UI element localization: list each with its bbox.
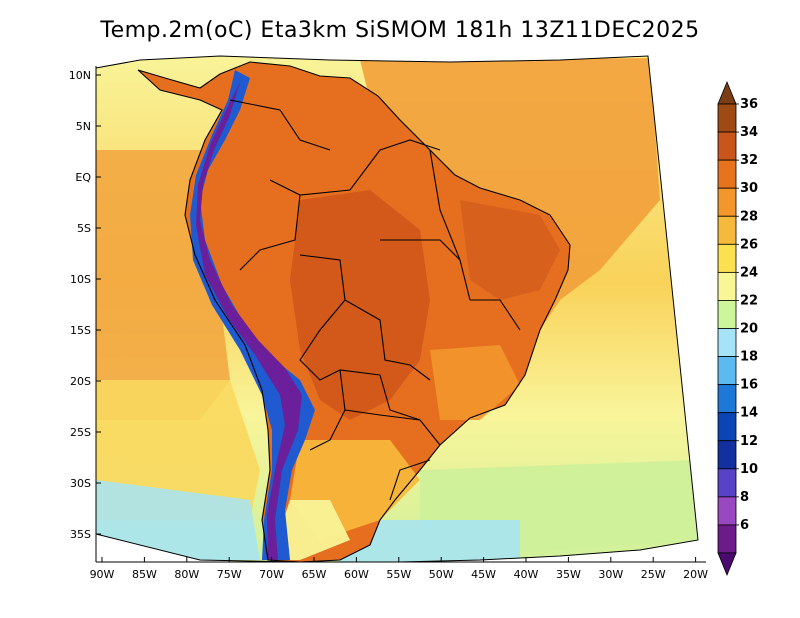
colorbar-swatch <box>717 496 737 526</box>
lon-tick-label: 65W <box>302 568 327 581</box>
lon-tick-label: 70W <box>259 568 284 581</box>
pacific-mid-band <box>96 380 260 520</box>
longitude-axis: 90W 85W 80W 75W 70W 65W 60W 55W 50W 45W 40W 35W 30W 2… <box>90 557 708 581</box>
lat-tick-label: 10S <box>70 273 91 286</box>
latitude-axis: 10N 5N EQ 5S 10S 15S 20S 25S 30S 35S <box>69 69 101 541</box>
colorbar-label: 12 <box>740 434 758 449</box>
colorbar-swatch <box>717 103 737 133</box>
south-cold-band <box>96 480 260 560</box>
colorbar-label: 14 <box>740 406 758 421</box>
patagonia-cool <box>270 500 350 560</box>
colorbar-swatch <box>717 328 737 357</box>
lat-tick-label: 35S <box>70 528 91 541</box>
lon-tick-label: 45W <box>471 568 496 581</box>
colorbar-label: 34 <box>740 125 758 140</box>
southeast-mild-zone <box>430 345 520 420</box>
lon-tick-label: 75W <box>217 568 242 581</box>
colorbar-swatch <box>717 215 737 245</box>
northeast-hot-zone <box>460 200 560 300</box>
colorbar-swatch <box>717 384 737 414</box>
colorbar-swatch <box>717 300 737 329</box>
lat-tick-label: 15S <box>70 324 91 337</box>
lat-tick-label: 5S <box>77 222 91 235</box>
lon-tick-label: 55W <box>386 568 411 581</box>
colorbar-swatch <box>717 271 737 301</box>
lon-tick-label: 35W <box>556 568 581 581</box>
lat-tick-label: 5N <box>76 120 91 133</box>
lon-tick-label: 40W <box>514 568 539 581</box>
colorbar-label: 26 <box>740 237 758 252</box>
colorbar-label: 10 <box>740 462 758 477</box>
lat-tick-label: EQ <box>75 171 91 184</box>
lon-tick-label: 50W <box>429 568 454 581</box>
lon-tick-label: 80W <box>174 568 199 581</box>
atlantic-warm-band <box>360 58 660 330</box>
colorbar-label: 24 <box>740 265 758 280</box>
lon-tick-label: 90W <box>90 568 115 581</box>
map-title: Temp.2m(oC) Eta3km SiSMOM 181h 13Z11DEC2… <box>100 18 700 43</box>
colorbar-swatch <box>717 187 737 217</box>
colorbar-swatch <box>717 243 737 273</box>
south-atlantic-cold <box>340 520 520 562</box>
colorbar-label: 36 <box>740 97 758 112</box>
colorbar-label: 22 <box>740 293 758 308</box>
colorbar-label: 32 <box>740 153 758 168</box>
colorbar-swatch <box>717 524 737 554</box>
lon-tick-label: 60W <box>344 568 369 581</box>
country-borders <box>137 61 571 562</box>
lat-tick-label: 25S <box>70 426 91 439</box>
colorbar-label: 8 <box>740 490 749 505</box>
lat-tick-label: 10N <box>69 69 91 82</box>
colorbar-label: 20 <box>740 322 758 337</box>
lon-tick-label: 30W <box>598 568 623 581</box>
colorbar-label: 18 <box>740 350 758 365</box>
lat-tick-label: 20S <box>70 375 91 388</box>
colorbar-swatch <box>717 131 737 161</box>
colorbar-label: 30 <box>740 181 758 196</box>
lon-tick-label: 85W <box>132 568 157 581</box>
colorbar-swatch <box>717 159 737 189</box>
colorbar-swatch <box>717 440 737 470</box>
colorbar-bottom-arrow <box>717 552 737 577</box>
map-panel <box>96 56 698 562</box>
colorbar-swatch <box>717 356 737 386</box>
lon-tick-label: 25W <box>641 568 666 581</box>
colorbar-swatch <box>717 468 737 498</box>
lat-tick-label: 30S <box>70 477 91 490</box>
colorbar-label: 28 <box>740 209 758 224</box>
lon-tick-label: 20W <box>683 568 708 581</box>
colorbar-label: 6 <box>740 518 749 533</box>
colorbar-top-arrow <box>717 80 737 105</box>
colorbar-swatch <box>717 412 737 442</box>
colorbar: 36 34 32 30 28 26 24 22 20 18 16 14 12 10 8 6 <box>717 80 758 577</box>
colorbar-label: 16 <box>740 378 758 393</box>
